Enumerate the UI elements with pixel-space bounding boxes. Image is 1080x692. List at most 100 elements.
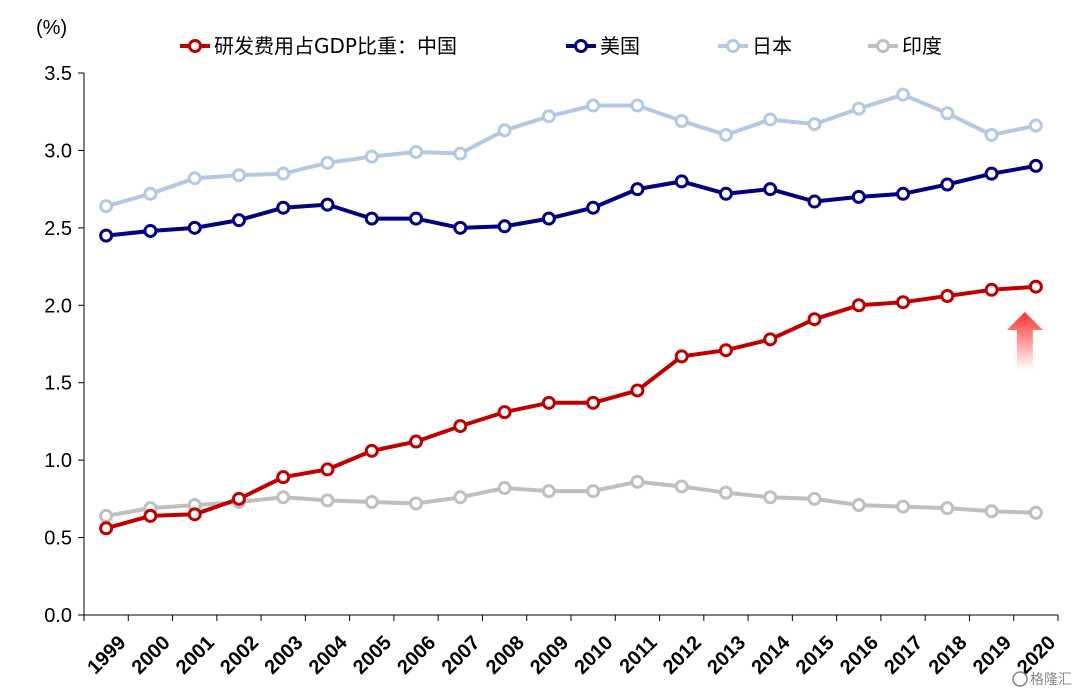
data-point: [1028, 158, 1043, 173]
legend-marker: [188, 39, 202, 53]
x-tick-label: 2019: [969, 632, 1016, 679]
data-point: [940, 501, 955, 516]
data-point: [320, 155, 335, 170]
x-tick-label: 2004: [305, 631, 353, 679]
data-point: [409, 496, 424, 511]
data-point: [896, 186, 911, 201]
data-point: [940, 106, 955, 121]
x-tick-label: 2011: [615, 632, 661, 678]
legend-marker: [876, 39, 890, 53]
data-point: [276, 470, 291, 485]
data-point: [231, 491, 246, 506]
series-1: [99, 158, 1043, 243]
data-point: [984, 282, 999, 297]
x-tick-label: 2007: [438, 632, 485, 679]
data-point: [320, 462, 335, 477]
data-point: [231, 213, 246, 228]
data-point: [674, 479, 689, 494]
y-tick-label: 1.5: [44, 373, 72, 395]
data-point: [807, 117, 822, 132]
data-point: [763, 182, 778, 197]
data-point: [718, 127, 733, 142]
data-point: [718, 186, 733, 201]
data-point: [320, 493, 335, 508]
x-tick-label: 2012: [659, 632, 706, 679]
legend-label: 研发费用占GDP比重：中国: [214, 34, 457, 58]
data-point: [409, 434, 424, 449]
data-point: [99, 199, 114, 214]
x-tick-label: 2016: [836, 632, 883, 679]
legend-item-3: 印度: [868, 34, 942, 58]
series-2: [99, 87, 1043, 214]
data-point: [984, 166, 999, 181]
x-tick-label: 2009: [526, 632, 573, 679]
data-point: [896, 499, 911, 514]
data-point: [541, 395, 556, 410]
x-tick-label: 2005: [349, 632, 396, 679]
data-point: [851, 498, 866, 513]
legend-marker: [726, 39, 740, 53]
data-point: [497, 219, 512, 234]
data-point: [99, 521, 114, 536]
data-point: [276, 490, 291, 505]
data-point: [586, 484, 601, 499]
x-tick-label: 2010: [570, 632, 617, 679]
data-point: [984, 504, 999, 519]
data-point: [187, 507, 202, 522]
data-point: [541, 484, 556, 499]
data-point: [409, 144, 424, 159]
data-point: [763, 332, 778, 347]
data-point: [497, 405, 512, 420]
data-point: [674, 349, 689, 364]
watermark-logo-icon: [1012, 671, 1028, 687]
data-point: [807, 491, 822, 506]
y-tick-label: 2.0: [44, 295, 72, 317]
data-point: [940, 288, 955, 303]
data-point: [940, 177, 955, 192]
legend-label: 美国: [600, 34, 640, 58]
data-point: [807, 312, 822, 327]
data-point: [497, 123, 512, 138]
data-point: [453, 146, 468, 161]
data-point: [586, 200, 601, 215]
data-point: [851, 298, 866, 313]
y-tick-label: 2.5: [44, 218, 72, 240]
data-point: [143, 186, 158, 201]
data-point: [453, 490, 468, 505]
legend-item-0: 研发费用占GDP比重：中国: [180, 34, 457, 58]
watermark: 格隆汇: [1012, 671, 1072, 688]
data-point: [409, 211, 424, 226]
data-point: [674, 174, 689, 189]
data-point: [364, 149, 379, 164]
series-3: [99, 474, 1043, 523]
x-tick-label: 2008: [482, 632, 529, 679]
data-point: [851, 189, 866, 204]
data-point: [364, 211, 379, 226]
data-point: [586, 98, 601, 113]
x-tick-label: 2018: [925, 632, 972, 679]
data-point: [187, 220, 202, 235]
data-point: [364, 494, 379, 509]
data-point: [1028, 279, 1043, 294]
data-point: [630, 383, 645, 398]
x-tick-label: 2015: [792, 632, 839, 679]
x-tick-label: 2001: [172, 632, 219, 679]
data-point: [630, 182, 645, 197]
data-point: [763, 112, 778, 127]
data-point: [143, 223, 158, 238]
data-point: [453, 419, 468, 434]
x-tick-label: 1999: [83, 632, 130, 679]
x-tick-label: 2003: [260, 632, 307, 679]
data-point: [807, 194, 822, 209]
data-point: [453, 220, 468, 235]
data-point: [718, 485, 733, 500]
data-point: [320, 197, 335, 212]
data-point: [630, 474, 645, 489]
data-point: [541, 211, 556, 226]
data-point: [1028, 118, 1043, 133]
x-tick-label: 2014: [747, 631, 795, 679]
data-point: [674, 114, 689, 129]
data-point: [143, 508, 158, 523]
legend-label: 印度: [902, 34, 942, 58]
